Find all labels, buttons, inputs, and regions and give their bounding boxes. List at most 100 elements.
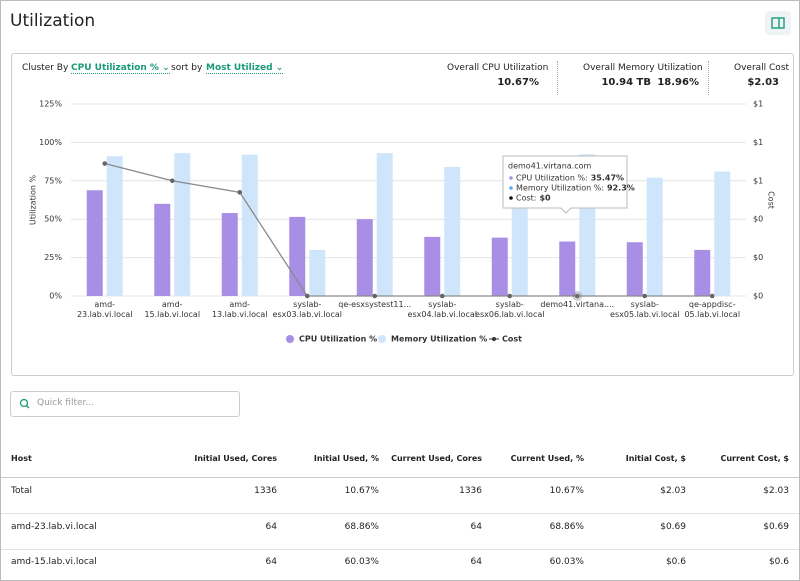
bar (309, 249, 326, 296)
tooltip-value: 35.47% (591, 174, 624, 183)
tooltip-dot (509, 186, 513, 190)
y-axis-label: Utilization % (29, 174, 38, 225)
cost-point (574, 293, 580, 299)
x-tick-label: qe-esxsystest11... (338, 300, 412, 309)
cost-point (439, 293, 445, 299)
bar (174, 153, 191, 296)
x-tick-label: amd- 15.lab.vi.local (144, 300, 201, 319)
sort-by-label: sort by (171, 63, 203, 73)
bar (154, 203, 171, 296)
summary-label: Overall CPU Utilization (447, 63, 549, 73)
sort-by-dropdown[interactable]: Most Utilized ⌄ (206, 63, 284, 74)
search-icon (19, 398, 30, 409)
y-tick-label: 100% (39, 138, 62, 147)
y2-tick-label: $0 (753, 215, 763, 224)
table-cell: $0.69 (660, 521, 686, 532)
tooltip: demo41.virtana.com CPU Utilization %: 35.4… (502, 155, 635, 214)
x-tick-label: demo41.virtana.... (540, 300, 615, 309)
bar (221, 213, 238, 296)
table-cell: 64 (470, 557, 482, 567)
legend-label: Memory Utilization % (391, 335, 487, 344)
table-header: Initial Cost, $ (625, 454, 686, 463)
filter-placeholder: Quick filter... (37, 398, 95, 408)
bar (241, 154, 258, 296)
quick-filter[interactable]: Quick filter... (10, 391, 240, 417)
table-rule (1, 548, 799, 550)
tooltip-label: Cost: (516, 194, 536, 203)
table-cell: 60.03% (549, 557, 584, 567)
bar (356, 219, 373, 296)
x-tick-label: syslab- esx05.lab.vi.local (610, 300, 680, 319)
sort-by-value: Most Utilized (206, 63, 273, 73)
bar (86, 190, 103, 296)
table-header: Current Used, % (510, 454, 584, 463)
table-cell: 64 (265, 521, 277, 532)
table-cell: 68.86% (344, 521, 379, 532)
bar (626, 242, 643, 296)
cost-point (709, 293, 715, 299)
bar (491, 237, 508, 296)
bar (289, 216, 306, 296)
cost-line (104, 162, 713, 297)
table-cell: 64 (470, 521, 482, 532)
summary-value: 10.94 TB (601, 77, 651, 88)
panel-toggle[interactable] (765, 11, 791, 35)
table-header: Current Cost, $ (720, 454, 789, 463)
table-cell: 1336 (459, 486, 482, 496)
tooltip-dot (509, 176, 513, 180)
cost-point (169, 178, 175, 184)
y2-tick-label: $0 (753, 292, 763, 301)
tooltip-box (502, 155, 628, 214)
legend-dot (378, 335, 386, 343)
y2-tick-label: $1 (753, 100, 763, 109)
table-cell: Total (11, 486, 33, 496)
y-tick-label: 75% (44, 176, 62, 185)
chart-panel (11, 53, 794, 376)
bar (559, 241, 576, 296)
table-cell: 68.86% (549, 521, 584, 532)
bar (424, 236, 441, 296)
table-cell: 60.03% (344, 557, 379, 567)
bar (646, 177, 663, 296)
panel-icon (771, 17, 785, 29)
hover-ring (572, 291, 583, 301)
legend-label: CPU Utilization % (299, 335, 377, 344)
table-cell: $0.6 (665, 557, 686, 567)
x-tick-label: amd- 23.lab.vi.local (76, 300, 133, 319)
x-tick-label: syslab- esx03.lab.vi.local (272, 300, 342, 319)
x-tick-label: amd- 13.lab.vi.local (211, 300, 268, 319)
tooltip-value: 92.3% (607, 184, 635, 193)
cluster-by-dropdown[interactable]: CPU Utilization % ⌄ (71, 63, 170, 74)
bar (694, 249, 711, 296)
cost-point (304, 293, 310, 299)
x-tick-label: syslab- esx06.lab.vi.local (475, 300, 545, 319)
table-cell: 64 (265, 557, 277, 567)
tooltip-value: $0 (539, 194, 551, 203)
divider (708, 61, 709, 95)
table-cell: 10.67% (344, 486, 379, 496)
table-header: Initial Used, % (313, 454, 379, 463)
legend-dot (286, 335, 294, 343)
table-rule (1, 513, 799, 514)
summary-value: $2.03 (747, 77, 779, 88)
y-tick-label: 125% (39, 100, 62, 109)
table-rule (1, 477, 799, 478)
tooltip-label: Memory Utilization %: (516, 184, 604, 193)
summary-label: Overall Memory Utilization (583, 63, 703, 73)
cost-point (507, 293, 513, 299)
y2-axis-label: Cost (767, 191, 776, 209)
y2-tick-label: $1 (753, 138, 763, 147)
tooltip-title: demo41.virtana.com (508, 162, 592, 171)
table-cell: $0.69 (763, 521, 789, 532)
cost-point (372, 293, 378, 299)
table-header: Initial Used, Cores (194, 454, 277, 463)
y2-tick-label: $0 (753, 253, 763, 262)
table-cell: 1336 (254, 486, 277, 496)
y2-tick-label: $1 (753, 176, 763, 185)
x-tick-label: qe-appdisc- 05.lab.vi.local (684, 300, 741, 319)
table-header: Current Used, Cores (391, 454, 482, 463)
bar (444, 166, 461, 296)
cost-point (102, 161, 108, 166)
table-cell: $2.03 (763, 486, 789, 496)
